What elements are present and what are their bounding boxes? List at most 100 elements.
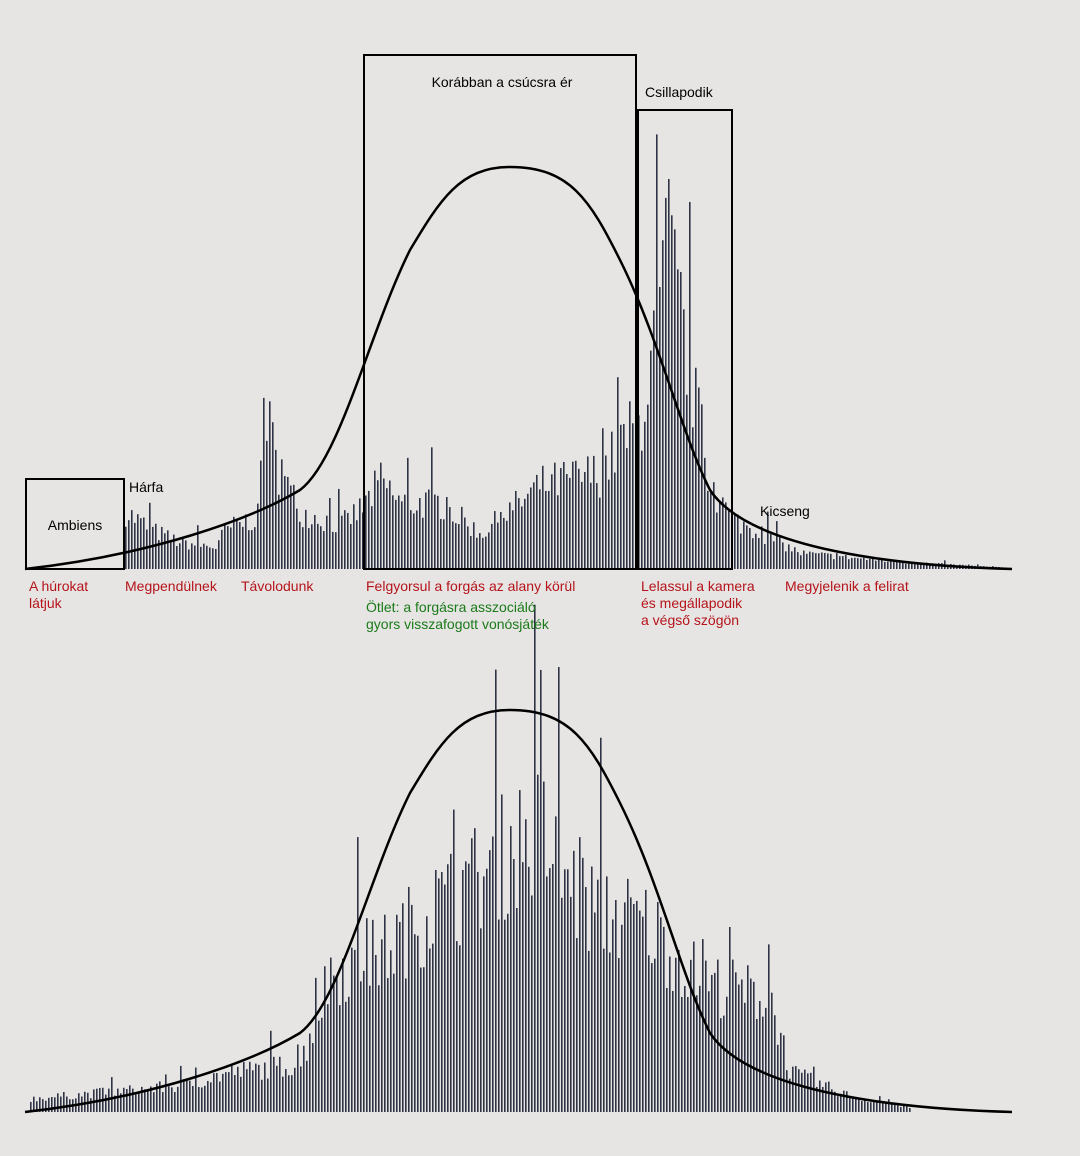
wave-bar — [728, 508, 730, 569]
wave-bar — [881, 560, 883, 569]
wave-bar — [690, 959, 692, 1112]
wave-bar — [404, 494, 406, 569]
wave-bar — [681, 996, 683, 1112]
wave-bar — [581, 481, 583, 569]
wave-bar — [125, 526, 127, 569]
wave-bar — [42, 1099, 44, 1112]
wave-bar — [747, 965, 749, 1112]
wave-bar — [84, 1091, 86, 1112]
wave-bar — [432, 943, 434, 1112]
wave-bar — [111, 1077, 113, 1112]
wave-bar — [290, 485, 292, 569]
wave-bar — [782, 542, 784, 569]
wave-bar — [596, 483, 598, 569]
wave-bar — [879, 1096, 881, 1112]
wave-bar — [644, 421, 646, 569]
wave-bar — [431, 447, 433, 569]
wave-bar — [212, 548, 214, 569]
wave-bar — [735, 972, 737, 1112]
wave-bar — [318, 1020, 320, 1112]
wave-bar — [642, 916, 644, 1112]
wave-bar — [492, 836, 494, 1112]
wave-bar — [170, 540, 172, 569]
wave-bar — [389, 480, 391, 569]
wave-bar — [564, 869, 566, 1112]
wave-bar — [461, 506, 463, 569]
wave-bar — [608, 479, 610, 569]
wave-bar — [428, 489, 430, 569]
wave-bar — [716, 512, 718, 569]
wave-bar — [503, 517, 505, 569]
wave-bar — [341, 515, 343, 569]
wave-bar — [609, 952, 611, 1112]
wave-bar — [621, 924, 623, 1112]
wave-bar — [765, 1007, 767, 1112]
wave-bar — [392, 495, 394, 569]
wave-bar — [903, 1105, 905, 1112]
wave-bar — [447, 864, 449, 1112]
wave-bar — [734, 514, 736, 569]
wave-bar — [861, 1100, 863, 1112]
wave-bar — [909, 1108, 911, 1112]
wave-bar — [405, 978, 407, 1112]
wave-bar — [810, 1072, 812, 1112]
wave-bar — [296, 508, 298, 569]
wave-bar — [762, 1016, 764, 1112]
wave-bar — [834, 1091, 836, 1112]
wave-bar — [639, 910, 641, 1112]
wave-bar — [335, 532, 337, 569]
wave-bar — [348, 996, 350, 1112]
wave-bar — [420, 967, 422, 1112]
wave-bar — [914, 563, 916, 569]
wave-bar — [594, 912, 596, 1112]
wave-bar — [159, 1081, 161, 1112]
wave-bar — [243, 1062, 245, 1112]
wave-bar — [761, 526, 763, 569]
wave-bar — [684, 985, 686, 1112]
wave-bar — [776, 521, 778, 569]
wave-bar — [66, 1096, 68, 1112]
wave-bar — [771, 992, 773, 1112]
wave-bar — [722, 497, 724, 569]
wave-bar — [54, 1097, 56, 1112]
wave-bar — [489, 850, 491, 1112]
wave-bar — [180, 1065, 182, 1112]
wave-bar — [677, 269, 679, 569]
note-line: gyors visszafogott vonósjáték — [366, 616, 550, 632]
wave-bar — [302, 527, 304, 569]
wave-bar — [821, 552, 823, 569]
wave-bar — [230, 527, 232, 569]
wave-bar — [618, 958, 620, 1112]
wave-bar — [377, 480, 379, 569]
wave-bar — [791, 551, 793, 569]
wave-bar — [846, 1091, 848, 1112]
wave-bar — [380, 462, 382, 569]
wave-bar — [215, 549, 217, 569]
wave-bar — [935, 563, 937, 569]
wave-bar — [650, 350, 652, 569]
wave-bar — [501, 794, 503, 1112]
wave-bar — [261, 1079, 263, 1112]
wave-bar — [191, 543, 193, 569]
wave-bar — [887, 561, 889, 569]
wave-bar — [209, 547, 211, 569]
wave-bar — [252, 1070, 254, 1112]
wave-bar — [789, 1078, 791, 1112]
wave-bar — [926, 562, 928, 569]
wave-bar — [515, 490, 517, 569]
wave-bar — [470, 535, 472, 569]
wave-bar — [200, 546, 202, 569]
wave-bar — [150, 1086, 152, 1112]
wave-bar — [599, 497, 601, 569]
wave-bar — [437, 495, 439, 569]
wave-bar — [476, 537, 478, 569]
wave-bar — [399, 921, 401, 1112]
wave-bar — [873, 1101, 875, 1112]
wave-bar — [161, 526, 163, 569]
wave-bar — [462, 869, 464, 1112]
wave-bar — [803, 550, 805, 569]
wave-bar — [536, 474, 538, 569]
wave-bar — [369, 985, 371, 1112]
section-label: Megpendülnek — [125, 578, 218, 594]
wave-bar — [819, 1080, 821, 1112]
